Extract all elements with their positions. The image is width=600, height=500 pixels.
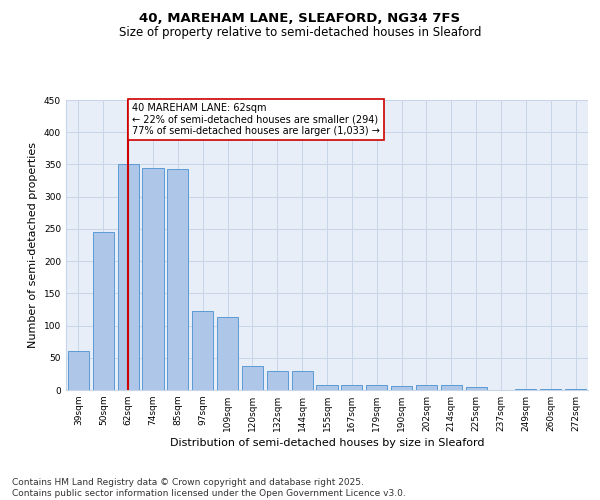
Bar <box>540 388 561 390</box>
Text: Contains HM Land Registry data © Crown copyright and database right 2025.
Contai: Contains HM Land Registry data © Crown c… <box>12 478 406 498</box>
Bar <box>466 387 487 390</box>
Bar <box>416 386 437 390</box>
Bar <box>366 386 387 390</box>
Bar <box>267 370 288 390</box>
Bar <box>316 385 338 390</box>
Bar <box>515 388 536 390</box>
Bar <box>242 366 263 390</box>
Bar <box>565 388 586 390</box>
Bar <box>217 317 238 390</box>
Bar <box>93 232 114 390</box>
Bar <box>192 312 213 390</box>
Bar <box>292 370 313 390</box>
X-axis label: Distribution of semi-detached houses by size in Sleaford: Distribution of semi-detached houses by … <box>170 438 484 448</box>
Bar <box>441 386 462 390</box>
Y-axis label: Number of semi-detached properties: Number of semi-detached properties <box>28 142 38 348</box>
Bar <box>391 386 412 390</box>
Bar <box>167 169 188 390</box>
Bar <box>118 164 139 390</box>
Bar <box>68 352 89 390</box>
Bar <box>341 386 362 390</box>
Bar <box>142 168 164 390</box>
Text: 40, MAREHAM LANE, SLEAFORD, NG34 7FS: 40, MAREHAM LANE, SLEAFORD, NG34 7FS <box>139 12 461 26</box>
Text: Size of property relative to semi-detached houses in Sleaford: Size of property relative to semi-detach… <box>119 26 481 39</box>
Text: 40 MAREHAM LANE: 62sqm
← 22% of semi-detached houses are smaller (294)
77% of se: 40 MAREHAM LANE: 62sqm ← 22% of semi-det… <box>132 103 380 136</box>
